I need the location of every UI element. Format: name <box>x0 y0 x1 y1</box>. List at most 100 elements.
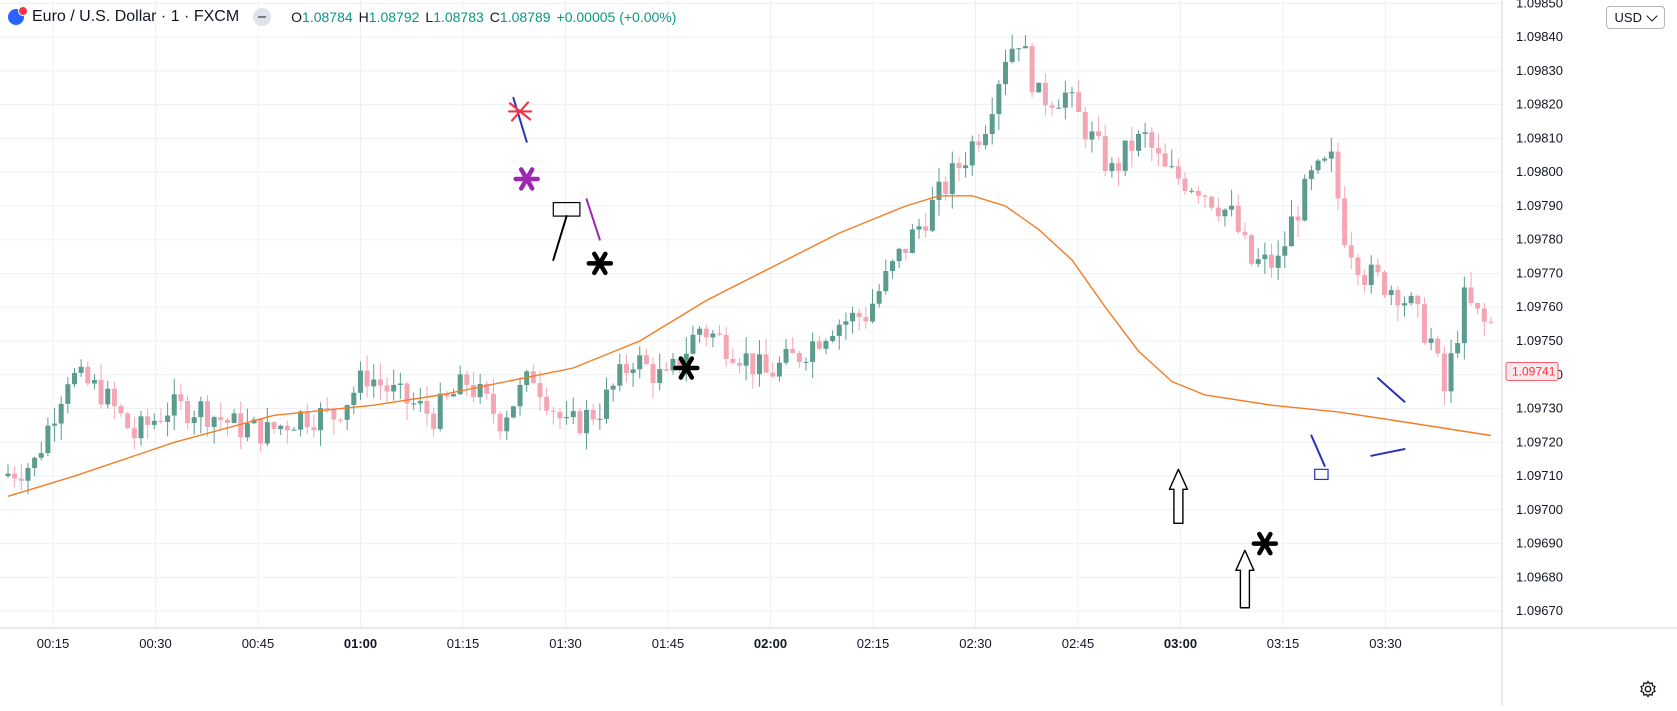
candle-body <box>943 181 949 194</box>
drawing-line <box>1370 448 1406 457</box>
moving-average <box>7 195 1492 497</box>
asterisk-annotation <box>513 167 540 191</box>
candle-body <box>1488 321 1494 323</box>
candle-body <box>916 226 922 230</box>
candle-body <box>1215 207 1221 217</box>
candle-body <box>1368 264 1374 286</box>
candle-body <box>1335 151 1341 199</box>
candle-body <box>710 333 716 338</box>
candle-body <box>351 392 357 406</box>
x-tick-label: 03:15 <box>1267 636 1300 651</box>
annotations[interactable] <box>507 101 1279 609</box>
currency-button[interactable]: USD <box>1605 6 1665 29</box>
chevron-down-icon <box>1646 9 1658 22</box>
candle-body <box>138 416 144 439</box>
candle-body <box>1189 190 1195 192</box>
x-tick-label: 03:00 <box>1164 636 1197 651</box>
drawing-line <box>1376 377 1406 403</box>
drawings[interactable] <box>512 96 1406 481</box>
ohlc-high-key: H <box>358 9 369 25</box>
candle-body <box>417 400 423 404</box>
ohlc-values: O 1.08784 H 1.08792 L 1.08783 C 1.08789 +0.0… <box>291 9 676 25</box>
candle-body <box>836 324 842 336</box>
candle-body <box>663 369 669 371</box>
drawing-box <box>552 201 581 217</box>
x-tick-label: 01:45 <box>652 636 685 651</box>
candle-body <box>883 271 889 292</box>
candle-body <box>1375 264 1381 273</box>
ohlc-close-value: 1.08789 <box>499 9 551 25</box>
candle-body <box>723 334 729 359</box>
y-tick-label: 1.09700 <box>1516 502 1563 517</box>
y-tick-label: 1.09850 <box>1516 0 1563 10</box>
candle-body <box>1003 61 1008 85</box>
candle-body <box>564 417 570 419</box>
ohlc-high: H 1.08792 <box>359 9 420 25</box>
candle-body <box>1076 92 1082 113</box>
candle-body <box>1408 295 1414 304</box>
candle-body <box>557 411 563 419</box>
candle-body <box>1415 295 1421 305</box>
candle-body <box>1009 48 1015 62</box>
symbol-title[interactable]: Euro / U.S. Dollar · 1 · FXCM <box>32 8 240 25</box>
candle-body <box>776 362 782 377</box>
candle-body <box>5 473 11 477</box>
candle-body <box>783 348 789 363</box>
candle-body <box>45 425 51 454</box>
candle-body <box>909 229 915 254</box>
gear-icon[interactable] <box>1639 680 1657 698</box>
candle-body <box>623 364 629 374</box>
candle-body <box>444 393 450 397</box>
candle-body <box>437 393 443 429</box>
candle-body <box>597 418 603 420</box>
candle-body <box>989 114 995 134</box>
candle-body <box>796 353 802 363</box>
euro-dollar-icon[interactable] <box>8 6 28 25</box>
candle-body <box>544 396 550 411</box>
x-tick-label: 02:00 <box>754 636 787 651</box>
candle-body <box>397 383 403 385</box>
candle-body <box>38 453 44 458</box>
candle-body <box>471 384 476 398</box>
candle-body <box>876 291 882 304</box>
up-arrow-annotation <box>1235 549 1255 609</box>
candle-body <box>58 403 64 424</box>
y-tick-label: 1.09680 <box>1516 569 1563 584</box>
y-tick-label: 1.09750 <box>1516 333 1563 348</box>
ohlc-low: L 1.08783 <box>425 9 483 25</box>
candle-body <box>18 478 24 481</box>
candle-body <box>131 428 137 439</box>
candle-body <box>577 411 583 434</box>
candle-body <box>949 163 955 194</box>
candle-body <box>1342 198 1348 246</box>
candle-body <box>1222 209 1228 217</box>
candle-body <box>816 341 822 349</box>
y-tick-label: 1.09800 <box>1516 164 1563 179</box>
candle-body <box>1116 163 1122 171</box>
candles[interactable] <box>5 34 1494 494</box>
candle-body <box>896 248 902 262</box>
candle-body <box>384 385 390 392</box>
candle-body <box>1155 147 1161 154</box>
candle-body <box>1255 259 1261 264</box>
candle-body <box>1202 195 1208 197</box>
candle-body <box>756 354 762 375</box>
candle-body <box>1308 170 1314 179</box>
candle-body <box>105 388 111 405</box>
candle-body <box>1082 112 1088 140</box>
collapse-button[interactable] <box>253 8 272 26</box>
candle-body <box>743 353 749 366</box>
candle-body <box>504 417 510 432</box>
candle-body <box>537 383 543 397</box>
candle-body <box>1195 190 1201 196</box>
candle-body <box>205 401 210 427</box>
drawing-line <box>585 198 601 241</box>
ohlc-high-value: 1.08792 <box>368 9 420 25</box>
candle-body <box>870 303 875 322</box>
candle-body <box>1441 353 1447 392</box>
y-tick-label: 1.09810 <box>1516 130 1563 145</box>
ohlc-low-key: L <box>425 9 434 25</box>
candle-body <box>1322 158 1328 161</box>
